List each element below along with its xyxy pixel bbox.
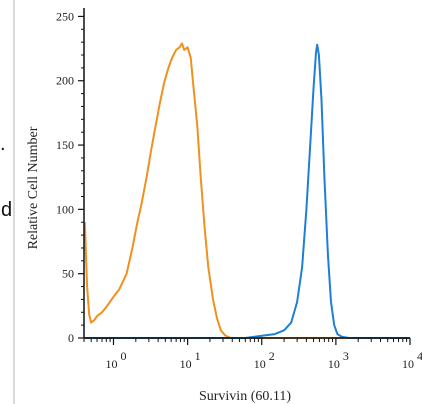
left-panel-edge: . d [0, 0, 15, 404]
x-tick-exponent: 0 [120, 349, 126, 363]
x-tick-label: 10 [402, 357, 414, 371]
y-tick-label: 50 [62, 267, 74, 281]
clipped-left-text-1: . [0, 133, 6, 155]
x-axis-title: Survivin (60.11) [199, 389, 291, 404]
y-tick-label: 150 [56, 138, 74, 152]
x-tick-label: 10 [105, 357, 117, 371]
y-tick-label: 100 [56, 202, 74, 216]
histogram-series-2 [84, 43, 410, 339]
y-tick-label: 250 [56, 9, 74, 23]
clipped-left-text-2: d [1, 199, 13, 221]
x-tick-label: 10 [254, 357, 266, 371]
y-tick-label: 200 [56, 74, 74, 88]
x-tick-exponent: 3 [343, 349, 349, 363]
x-tick-exponent: 1 [195, 349, 201, 363]
x-tick-exponent: 2 [269, 349, 275, 363]
histogram-series-1 [83, 42, 410, 339]
x-tick-exponent: 4 [417, 349, 422, 363]
y-tick-label: 0 [68, 331, 74, 345]
x-tick-label: 10 [328, 357, 340, 371]
x-tick-label: 10 [180, 357, 192, 371]
y-axis-title: Relative Cell Number [26, 126, 41, 249]
